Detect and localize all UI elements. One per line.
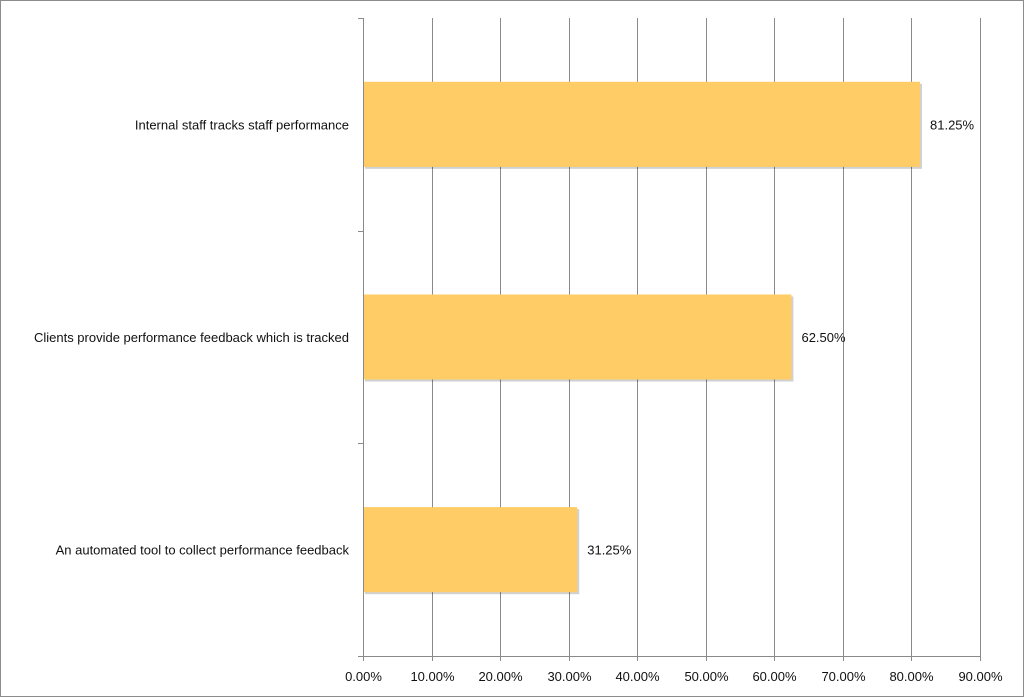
bar-2: [363, 507, 578, 593]
x-tick-label-6: 60.00%: [752, 669, 797, 684]
labels: 0.00% 10.00% 20.00% 30.00% 40.00% 50.00% 60.00…: [34, 117, 1003, 684]
x-tick-label-2: 20.00%: [478, 669, 523, 684]
axes: [358, 18, 981, 661]
data-label-1: 62.50%: [801, 330, 846, 345]
bar-1: [363, 294, 792, 380]
x-tick-label-8: 80.00%: [889, 669, 934, 684]
x-tick-label-5: 50.00%: [684, 669, 729, 684]
x-tick-label-4: 40.00%: [615, 669, 660, 684]
bar-0: [363, 81, 921, 167]
data-label-2: 31.25%: [587, 543, 632, 558]
x-tick-label-7: 70.00%: [821, 669, 866, 684]
category-label-2: An automated tool to collect performance…: [56, 543, 350, 558]
category-label-0: Internal staff tracks staff performance: [135, 117, 349, 132]
bars: [363, 81, 923, 595]
data-label-0: 81.25%: [930, 117, 975, 132]
x-tick-label-3: 30.00%: [547, 669, 592, 684]
category-label-1: Clients provide performance feedback whi…: [34, 330, 349, 345]
x-tick-label-9: 90.00%: [958, 669, 1003, 684]
x-tick-label-0: 0.00%: [345, 669, 382, 684]
x-tick-label-1: 10.00%: [410, 669, 455, 684]
